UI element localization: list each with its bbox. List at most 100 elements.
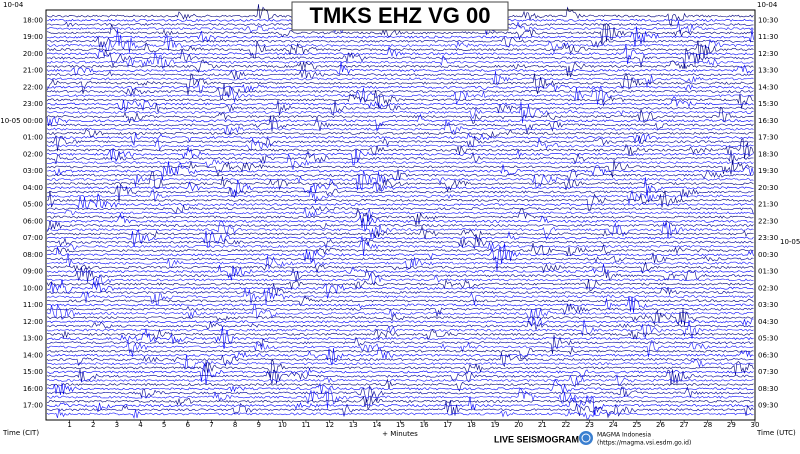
right-hour-label: 08:30: [758, 385, 778, 393]
trace: [46, 303, 754, 317]
left-hour-label: 09:00: [23, 268, 43, 276]
trace: [46, 183, 754, 203]
trace: [46, 193, 754, 210]
trace: [46, 387, 754, 409]
trace: [46, 70, 754, 87]
trace: [46, 51, 754, 69]
trace: [46, 354, 754, 370]
trace: [46, 378, 754, 392]
trace: [46, 219, 754, 241]
x-tick-label: 19: [491, 421, 500, 429]
x-tick-label: 3: [115, 421, 119, 429]
x-tick-label: 30: [751, 421, 760, 429]
trace: [46, 319, 754, 339]
trace: [46, 328, 754, 340]
trace: [46, 100, 754, 116]
trace: [46, 190, 754, 211]
trace: [46, 67, 754, 80]
title: TMKS EHZ VG 00: [310, 3, 491, 28]
trace: [46, 266, 754, 283]
trace: [46, 213, 754, 233]
right-hour-label: 19:30: [758, 167, 778, 175]
x-tick-label: 23: [585, 421, 594, 429]
x-axis-label: + Minutes: [382, 430, 418, 438]
trace: [46, 363, 754, 386]
x-tick-label: 11: [302, 421, 311, 429]
right-hour-label: 18:30: [758, 150, 778, 158]
right-hour-label: 02:30: [758, 284, 778, 292]
left-hour-label: 12:00: [23, 318, 43, 326]
trace: [46, 170, 754, 192]
left-hour-label: 04:00: [23, 184, 43, 192]
trace: [46, 106, 754, 125]
trace: [46, 374, 754, 388]
trace: [46, 101, 754, 124]
left-hour-label: 21:00: [23, 67, 43, 75]
trace: [46, 334, 754, 355]
trace: [46, 308, 754, 326]
trace: [47, 234, 754, 249]
x-tick-label: 8: [233, 421, 237, 429]
x-tick-label: 26: [656, 421, 665, 429]
brand: LIVE SEISMOGRAM: [494, 434, 579, 444]
right-hour-label: 04:30: [758, 318, 778, 326]
right-hour-label: 16:30: [758, 117, 778, 125]
left-hour-label: 11:00: [23, 301, 43, 309]
x-tick-label: 12: [325, 421, 334, 429]
trace: [46, 235, 754, 256]
right-hour-label: 22:30: [758, 217, 778, 225]
trace: [46, 138, 754, 159]
trace: [46, 146, 754, 166]
left-axis-label: Time (CIT): [2, 429, 39, 437]
trace: [46, 115, 754, 134]
right-hour-label: 01:30: [758, 268, 778, 276]
trace: [46, 385, 754, 403]
left-hour-label: 15:00: [23, 368, 43, 376]
trace: [46, 278, 754, 292]
x-tick-label: 25: [632, 421, 641, 429]
left-hour-label: 18:00: [23, 16, 43, 24]
right-hour-label: 23:30: [758, 234, 778, 242]
right-hour-label: 03:30: [758, 301, 778, 309]
trace: [46, 347, 754, 366]
left-hour-label: 19:00: [23, 33, 43, 41]
trace: [46, 408, 754, 420]
x-tick-label: 29: [727, 421, 736, 429]
trace: [47, 26, 754, 47]
trace: [46, 169, 754, 182]
x-tick-label: 28: [703, 421, 712, 429]
right-date-top: 10-04: [757, 1, 778, 9]
right-hour-label: 15:30: [758, 100, 778, 108]
trace: [46, 89, 754, 109]
left-hour-label: 20:00: [23, 50, 43, 58]
trace: [46, 128, 754, 138]
right-hour-label: 20:30: [758, 184, 778, 192]
left-hour-label: 01:00: [23, 134, 43, 142]
left-hour-label: 07:00: [23, 234, 43, 242]
trace: [46, 120, 754, 137]
trace: [46, 72, 754, 95]
x-tick-label: 16: [420, 421, 429, 429]
trace: [46, 96, 754, 112]
left-hour-label: 02:00: [23, 150, 43, 158]
right-hour-label: 07:30: [758, 368, 778, 376]
trace: [46, 243, 754, 272]
right-hour-label: 09:30: [758, 402, 778, 410]
trace: [46, 132, 754, 146]
right-hour-label: 11:30: [758, 33, 778, 41]
trace: [46, 379, 754, 396]
left-hour-label: 03:00: [23, 167, 43, 175]
trace: [46, 283, 754, 296]
right-hour-label: 12:30: [758, 50, 778, 58]
x-tick-label: 6: [186, 421, 191, 429]
right-hour-label: 13:30: [758, 67, 778, 75]
x-tick-label: 14: [372, 421, 381, 429]
logo: [579, 431, 593, 445]
trace: [46, 186, 754, 205]
trace: [46, 320, 754, 331]
left-hour-label: 05:00: [23, 201, 43, 209]
right-hour-label: 21:30: [758, 201, 778, 209]
trace: [46, 252, 754, 271]
left-hour-label: 08:00: [23, 251, 43, 259]
trace: [46, 171, 754, 193]
